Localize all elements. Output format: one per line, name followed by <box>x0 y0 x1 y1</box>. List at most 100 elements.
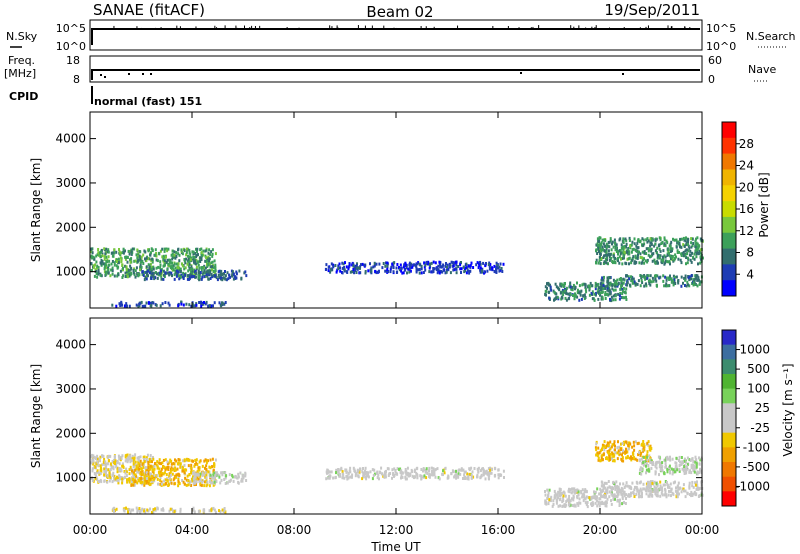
velocity-echo-cell <box>676 468 679 472</box>
colorbar-segment <box>722 169 736 186</box>
velocity-echo-cell <box>405 472 408 476</box>
velocity-echo-cell <box>105 469 107 473</box>
velocity-echo-cell <box>115 463 118 466</box>
power-echo-cell <box>664 275 667 279</box>
power-echo-cell <box>185 302 188 306</box>
power-echo-cell <box>597 261 600 265</box>
power-echo-cell <box>613 283 616 287</box>
velocity-echo-cell <box>560 491 563 495</box>
velocity-echo-cell <box>486 471 489 475</box>
power-echo-cell <box>187 269 190 273</box>
velocity-echo-cell <box>163 465 165 469</box>
power-echo-cell <box>635 244 638 248</box>
velocity-echo-cell <box>400 474 403 478</box>
velocity-echo-cell <box>572 494 575 498</box>
velocity-echo-cell <box>681 467 684 471</box>
power-echo-cell <box>548 290 551 294</box>
velocity-echo-cell <box>132 464 135 468</box>
power-echo-cell <box>560 297 563 301</box>
velocity-echo-cell <box>224 476 227 480</box>
power-echo-cell <box>199 271 202 274</box>
velocity-echo-cell <box>577 490 580 494</box>
velocity-echo-cell <box>349 475 352 479</box>
power-echo-cell <box>139 261 142 265</box>
velocity-echo-cell <box>610 492 613 496</box>
velocity-echo-cell <box>105 465 108 469</box>
power-echo-cell <box>677 257 680 261</box>
velocity-echo-cell <box>639 468 641 472</box>
power-echo-cell <box>635 249 638 253</box>
power-echo-cell <box>544 293 547 297</box>
velocity-echo-cell <box>599 449 602 453</box>
power-echo-cell <box>468 271 471 275</box>
power-echo-cell <box>438 271 441 275</box>
power-colorbar-label: Power [dB] <box>757 172 771 237</box>
power-echo-cell <box>559 291 562 295</box>
velocity-echo-cell <box>326 471 328 475</box>
power-echo-cell <box>622 256 625 260</box>
power-echo-cell <box>650 247 653 251</box>
velocity-echo-cell <box>206 480 209 484</box>
velocity-echo-cell <box>334 476 337 480</box>
velocity-echo-cell <box>361 477 364 481</box>
velocity-echo-cell <box>649 489 651 493</box>
velocity-echo-cell <box>646 455 649 459</box>
velocity-echo-cell <box>121 477 124 481</box>
power-echo-cell <box>609 290 612 294</box>
velocity-echo-cell <box>362 475 365 479</box>
power-echo-cell <box>624 261 627 265</box>
velocity-echo-cell <box>129 454 132 458</box>
velocity-echo-cell <box>337 471 340 475</box>
velocity-echo-cell <box>695 492 698 496</box>
power-echo-cell <box>107 271 110 275</box>
power-echo-cell <box>562 290 565 294</box>
velocity-echo-cell <box>625 447 627 451</box>
power-echo-cell <box>194 259 197 263</box>
velocity-echo-cell <box>618 502 621 506</box>
power-echo-cell <box>687 276 690 280</box>
velocity-echo-cell <box>362 467 364 470</box>
velocity-echo-cell <box>179 462 182 466</box>
power-echo-cell <box>370 268 373 272</box>
velocity-echo-cell <box>149 467 152 471</box>
power-echo-cell <box>622 277 625 281</box>
velocity-echo-cell <box>633 456 635 460</box>
velocity-echo-cell <box>688 470 691 474</box>
velocity-echo-cell <box>357 469 360 473</box>
velocity-echo-cell <box>330 470 333 474</box>
power-echo-cell <box>170 253 173 257</box>
power-echo-cell <box>672 274 675 278</box>
velocity-echo-cell <box>158 474 161 478</box>
velocity-echo-cell <box>462 468 465 472</box>
power-echo-cell <box>97 248 100 251</box>
power-echo-cell <box>638 261 641 265</box>
velocity-echo-cell <box>170 467 172 471</box>
power-echo-cell <box>469 269 472 273</box>
power-echo-cell <box>640 279 643 283</box>
power-echo-cell <box>583 297 586 300</box>
power-echo-cell <box>662 249 665 253</box>
power-echo-cell <box>168 303 171 307</box>
power-echo-cell <box>602 284 605 287</box>
velocity-echo-cell <box>463 476 466 480</box>
velocity-echo-cell <box>95 476 98 480</box>
power-echo-cell <box>686 256 689 260</box>
freq-dot <box>622 73 624 75</box>
power-echo-cell <box>369 262 371 266</box>
power-echo-cell <box>598 250 600 253</box>
velocity-echo-cell <box>423 474 426 478</box>
velocity-echo-cell <box>683 472 686 475</box>
power-echo-cell <box>144 257 146 261</box>
velocity-echo-cell <box>609 447 612 451</box>
velocity-echo-cell <box>609 486 612 490</box>
power-echo-cell <box>165 260 168 264</box>
velocity-echo-cell <box>122 477 125 481</box>
colorbar-tick-label: -1000 <box>735 479 770 493</box>
power-echo-cell <box>630 243 633 247</box>
velocity-echo-cell <box>132 508 135 512</box>
power-echo-cell <box>649 241 652 245</box>
power-echo-cell <box>145 301 148 305</box>
velocity-echo-cell <box>598 492 601 496</box>
power-echo-cell <box>428 266 431 270</box>
power-echo-cell <box>351 270 354 274</box>
